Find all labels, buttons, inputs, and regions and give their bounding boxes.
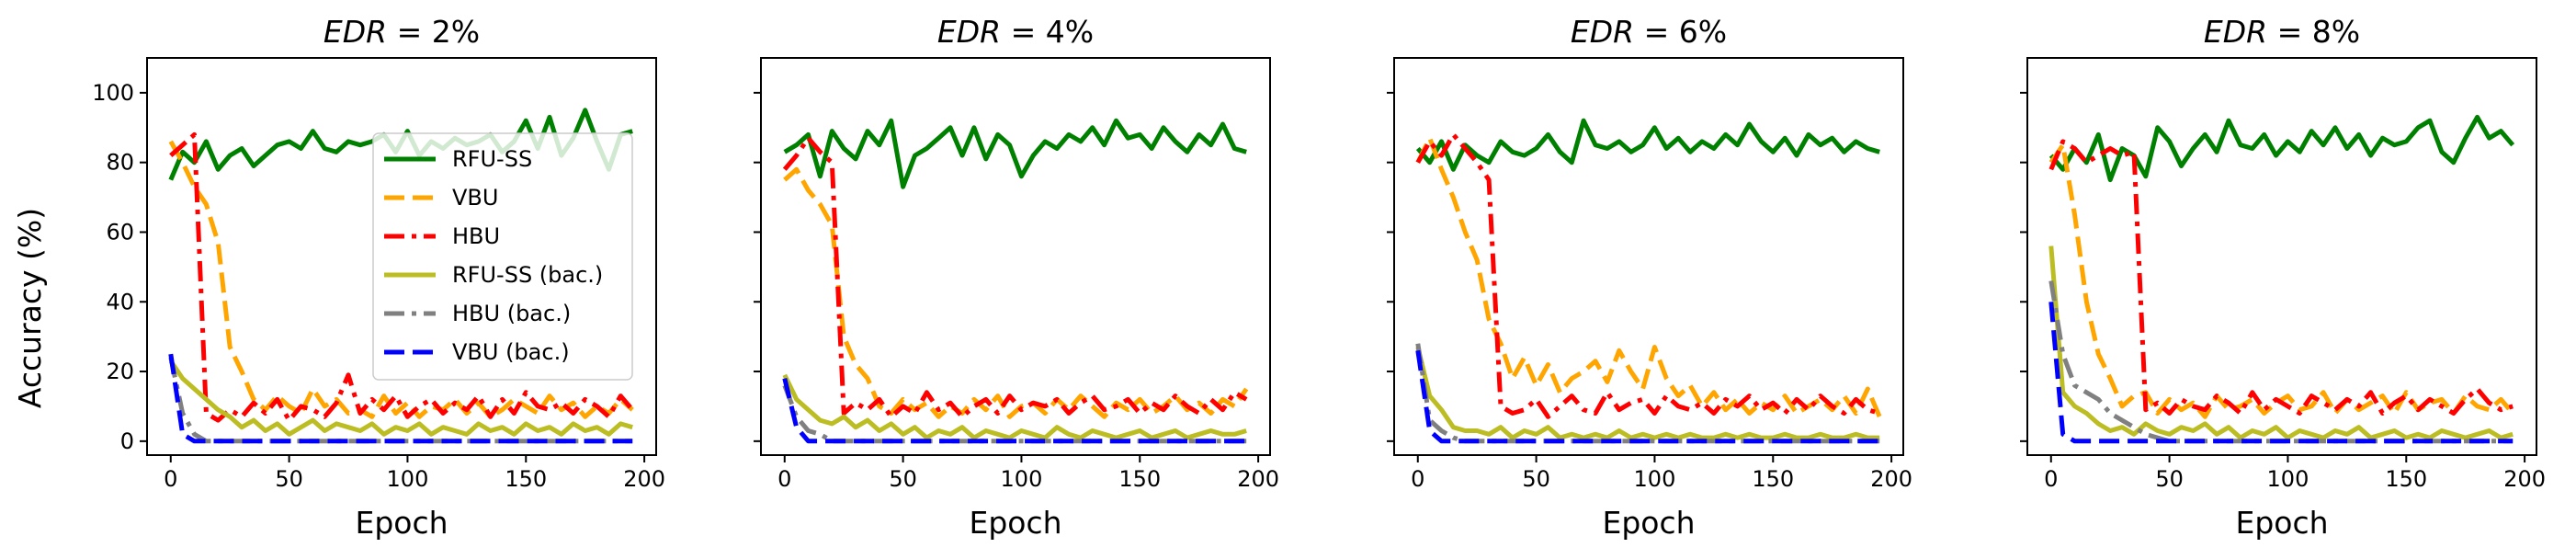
x-axis-label: Epoch bbox=[969, 505, 1061, 541]
series-line-hbu bbox=[782, 135, 1248, 419]
series-line-vbu-bac bbox=[2048, 302, 2514, 444]
series-line-rfu-ss bbox=[783, 118, 1247, 189]
series-line-hbu bbox=[2048, 139, 2514, 416]
x-tick-label: 200 bbox=[2503, 466, 2546, 492]
panel-title-value: = 8% bbox=[2267, 14, 2360, 50]
axes-frame bbox=[2026, 57, 2537, 456]
panel-title-variable: EDR bbox=[323, 14, 387, 50]
series-line-vbu bbox=[1415, 135, 1882, 418]
series-group bbox=[1415, 118, 1882, 444]
chart-panel: EDR = 6% 0 50 100 150 200 Epoch bbox=[1387, 14, 1912, 541]
panel-title-variable: EDR bbox=[1571, 14, 1634, 50]
x-tick-label: 50 bbox=[275, 466, 303, 492]
x-tick-label: 100 bbox=[2267, 466, 2309, 492]
x-tick-label: 150 bbox=[1118, 466, 1161, 492]
panel-title: EDR = 2% bbox=[323, 14, 480, 50]
x-tick-label: 0 bbox=[777, 466, 791, 492]
x-tick-label: 100 bbox=[1001, 466, 1043, 492]
series-line-vbu bbox=[783, 166, 1249, 419]
legend-label: VBU bbox=[452, 185, 498, 211]
x-tick-label: 50 bbox=[2155, 466, 2184, 492]
series-group bbox=[782, 118, 1249, 444]
x-tick-label: 50 bbox=[889, 466, 917, 492]
panel-title: EDR = 8% bbox=[2204, 14, 2360, 50]
legend: RFU-SS VBU HBU RFU-SS (bac.) HBU (bac.) VBU (… bbox=[372, 132, 633, 381]
panel-title-variable: EDR bbox=[2204, 14, 2267, 50]
series-line-hbu-bac bbox=[1415, 343, 1880, 444]
series-line-rfu-ss-bac bbox=[2048, 245, 2514, 440]
panel-title-value: = 2% bbox=[387, 14, 480, 50]
y-tick-label: 40 bbox=[106, 289, 134, 314]
x-tick-label: 0 bbox=[164, 466, 177, 492]
y-tick-label: 60 bbox=[106, 219, 134, 245]
panel-title: EDR = 4% bbox=[937, 14, 1094, 50]
series-line-vbu-bac bbox=[1415, 349, 1880, 444]
axes-frame bbox=[1393, 57, 1904, 456]
y-tick-label: 20 bbox=[106, 359, 134, 384]
legend-label: RFU-SS (bac.) bbox=[452, 262, 603, 288]
series-line-rfu-ss-bac bbox=[168, 359, 633, 437]
x-tick-label: 0 bbox=[2044, 466, 2058, 492]
x-tick-label: 0 bbox=[1411, 466, 1424, 492]
x-tick-label: 150 bbox=[2385, 466, 2427, 492]
panel-title-value: = 4% bbox=[1001, 14, 1094, 50]
chart-panel: EDR = 2% 0 50 100 150 200 0 20 40 60 80 100 Epoch RFU… bbox=[92, 14, 665, 541]
legend-label: RFU-SS bbox=[452, 146, 532, 172]
chart-panel: EDR = 4% 0 50 100 150 200 Epoch bbox=[754, 14, 1279, 541]
x-tick-label: 200 bbox=[1237, 466, 1279, 492]
x-tick-label: 200 bbox=[623, 466, 665, 492]
y-tick-label: 80 bbox=[106, 150, 134, 176]
series-line-hbu bbox=[169, 131, 635, 423]
x-axis-label: Epoch bbox=[355, 505, 448, 541]
series-line-hbu bbox=[1415, 131, 1880, 419]
series-group bbox=[2048, 114, 2515, 444]
series-line-hbu-bac bbox=[2048, 280, 2514, 444]
series-line-vbu-bac bbox=[168, 353, 633, 444]
x-tick-label: 150 bbox=[1752, 466, 1794, 492]
x-tick-label: 150 bbox=[505, 466, 547, 492]
panel-title: EDR = 6% bbox=[1571, 14, 1727, 50]
legend-label: VBU (bac.) bbox=[452, 339, 570, 365]
panel-title-variable: EDR bbox=[937, 14, 1001, 50]
legend-label: HBU bbox=[452, 223, 500, 249]
y-tick-label: 0 bbox=[120, 428, 134, 454]
y-axis-label: Accuracy (%) bbox=[12, 208, 48, 408]
chart-panel: EDR = 8% 0 50 100 150 200 Epoch bbox=[2020, 14, 2546, 541]
series-line-vbu bbox=[168, 140, 634, 419]
x-tick-label: 200 bbox=[1870, 466, 1912, 492]
x-axis-label: Epoch bbox=[2235, 505, 2328, 541]
series-line-rfu-ss bbox=[1415, 118, 1880, 172]
panel-title-value: = 6% bbox=[1634, 14, 1727, 50]
x-axis-label: Epoch bbox=[1602, 505, 1695, 541]
series-line-rfu-ss bbox=[2048, 114, 2515, 183]
x-tick-label: 50 bbox=[1522, 466, 1550, 492]
axes-frame bbox=[760, 57, 1271, 456]
axes-frame bbox=[146, 57, 657, 456]
series-line-rfu-ss-bac bbox=[1415, 346, 1880, 440]
y-tick-label: 100 bbox=[92, 80, 134, 106]
legend-box bbox=[372, 132, 633, 381]
legend-label: HBU (bac.) bbox=[452, 301, 571, 326]
x-tick-label: 100 bbox=[1634, 466, 1676, 492]
series-line-rfu-ss-bac bbox=[782, 373, 1247, 440]
series-line-vbu-bac bbox=[782, 378, 1247, 444]
series-line-vbu bbox=[2048, 143, 2515, 419]
x-tick-label: 100 bbox=[387, 466, 429, 492]
